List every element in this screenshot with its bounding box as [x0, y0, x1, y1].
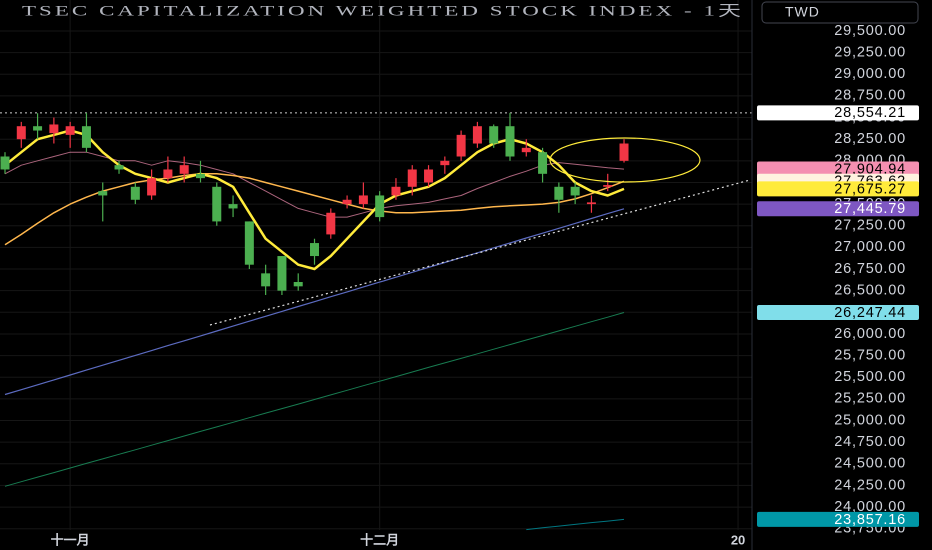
y-tick-label: 25,750.00	[834, 347, 906, 363]
y-tick-label: 29,000.00	[834, 66, 906, 82]
candle-body	[147, 178, 157, 196]
candle-body	[456, 134, 466, 157]
candle-body	[195, 173, 205, 179]
candle-body	[81, 126, 91, 148]
candle-body	[163, 169, 173, 179]
candle-body	[228, 204, 238, 209]
candle-body	[554, 186, 564, 200]
candle-body	[472, 126, 482, 144]
y-tick-label: 29,250.00	[834, 44, 906, 60]
candle-body	[244, 221, 254, 265]
candle-body	[114, 165, 124, 170]
y-tick-label: 28,750.00	[834, 88, 906, 104]
price-label-text: 27,675.27	[834, 181, 906, 197]
candle-body	[179, 165, 189, 174]
price-label-box	[757, 105, 919, 121]
candle-body	[130, 186, 140, 200]
y-tick-label: 24,750.00	[834, 434, 906, 450]
moving-averages	[4, 129, 625, 531]
price-label-text: 27,445.79	[834, 201, 906, 217]
moving-average-line	[4, 173, 625, 246]
candle-body	[49, 124, 59, 134]
candle-body	[212, 186, 222, 222]
candle-body	[586, 202, 596, 205]
candle-body	[16, 126, 26, 140]
candle-body	[33, 126, 43, 131]
candle-body	[277, 256, 287, 291]
candle-body	[407, 169, 417, 187]
currency[interactable]: TWD	[785, 4, 820, 20]
candle-body	[358, 195, 368, 205]
y-tick-label: 29,500.00	[834, 23, 906, 39]
price-label-box	[757, 201, 919, 217]
moving-average-line	[526, 518, 625, 531]
price-label-box	[757, 161, 919, 177]
price-label-text: 23,857.16	[834, 512, 906, 528]
candle-body	[65, 126, 75, 135]
price-label-box	[757, 181, 919, 197]
price-labels: 28,554.2127,904.9427,763.6227,675.2727,4…	[757, 105, 919, 528]
y-tick-label: 25,000.00	[834, 412, 906, 428]
y-tick-label: 26,000.00	[834, 326, 906, 342]
candle-body	[505, 126, 515, 157]
candle-body	[424, 169, 434, 183]
candle-body	[619, 143, 629, 161]
trend-line	[209, 179, 751, 326]
y-tick-label: 27,250.00	[834, 218, 906, 234]
y-tick-label: 27,000.00	[834, 239, 906, 255]
x-tick-label: 20	[731, 532, 745, 547]
y-tick-label: 25,500.00	[834, 369, 906, 385]
candle-body	[0, 156, 10, 170]
candles	[0, 112, 629, 295]
price-label-box	[757, 511, 919, 527]
price-label-box	[757, 305, 919, 321]
moving-average-line	[4, 129, 625, 271]
candle-body	[521, 147, 531, 153]
y-tick-label: 26,750.00	[834, 261, 906, 277]
price-label-text: 28,554.21	[834, 105, 906, 121]
candle-body	[261, 273, 271, 287]
chart-title: TSEC CAPITALIZATION WEIGHTED STOCK INDEX…	[22, 3, 744, 19]
candle-body	[440, 160, 450, 166]
candle-body	[375, 195, 385, 218]
y-tick-label: 24,500.00	[834, 456, 906, 472]
price-label-text: 26,247.44	[834, 305, 906, 321]
candle-body	[98, 191, 108, 196]
moving-average-line	[4, 208, 625, 396]
candle-body	[310, 243, 320, 257]
candle-body	[570, 186, 580, 196]
currency-box[interactable]	[761, 1, 919, 24]
candle-body	[342, 199, 352, 205]
candle-body	[391, 186, 401, 196]
y-tick-label: 26,500.00	[834, 282, 906, 298]
x-tick-label: 十二月	[360, 532, 399, 547]
grid	[0, 0, 752, 530]
y-tick-label: 24,000.00	[834, 499, 906, 515]
y-tick-label: 24,250.00	[834, 477, 906, 493]
x-tick-label: 十一月	[51, 532, 90, 547]
price-label-text: 27,904.94	[834, 161, 906, 177]
candle-body	[326, 212, 336, 235]
y-tick-label: 28,250.00	[834, 131, 906, 147]
candle-body	[489, 126, 499, 144]
candle-body	[293, 282, 303, 287]
y-tick-label: 25,250.00	[834, 391, 906, 407]
candle-body	[603, 185, 613, 187]
moving-average-line	[4, 312, 625, 487]
candle-body	[538, 152, 548, 174]
highlight-ellipse	[549, 137, 701, 183]
